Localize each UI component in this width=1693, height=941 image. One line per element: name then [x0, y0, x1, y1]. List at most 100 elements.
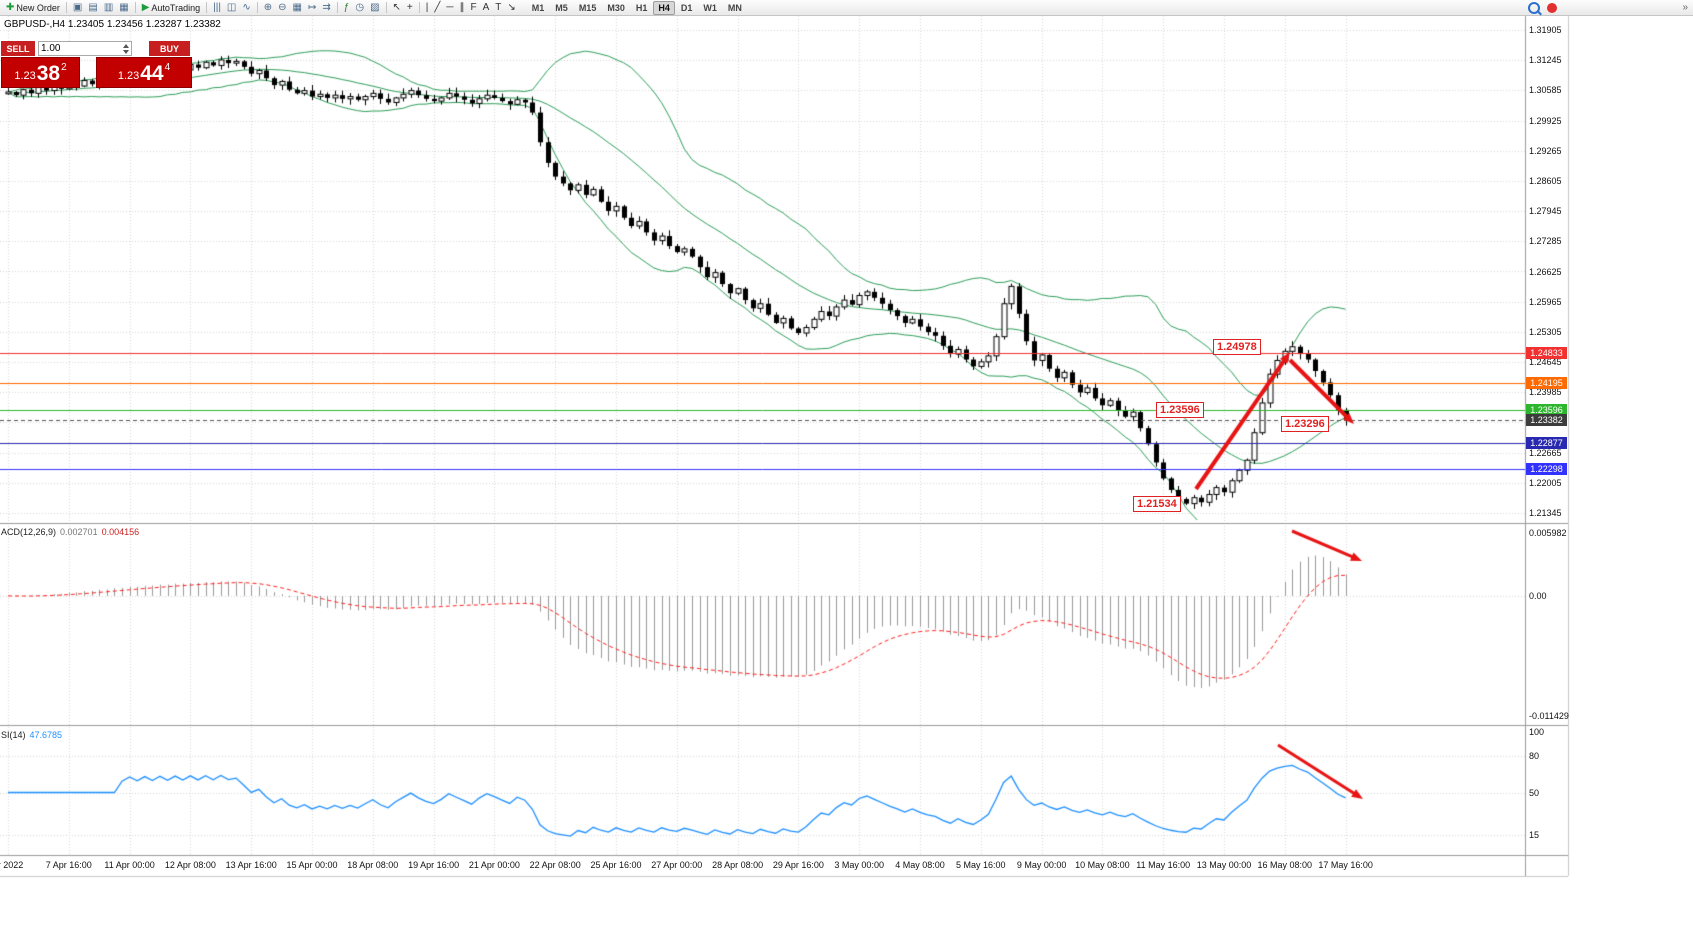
volume-input[interactable]: 1.00 [38, 41, 132, 56]
vertical-line-icon[interactable]: | [423, 1, 432, 15]
line-chart-icon[interactable]: ∿ [239, 1, 253, 15]
sell-price-small: 1.23 [14, 70, 36, 82]
macd-name: ACD(12,26,9) [1, 527, 57, 537]
timeframe-m1-button[interactable]: M1 [531, 2, 545, 13]
price-axis-label: 1.29265 [1529, 145, 1562, 156]
price-axis-label: 1.22665 [1529, 447, 1562, 458]
text-icon[interactable]: A [480, 1, 493, 15]
new-order-button[interactable]: ✚ New Order [3, 1, 63, 15]
current-price-tag: 1.23382 [1526, 413, 1567, 426]
price-callout[interactable]: 1.23296 [1281, 415, 1329, 432]
price-callout[interactable]: 1.21534 [1133, 496, 1181, 513]
crosshair-icon[interactable]: + [404, 1, 416, 15]
time-axis-label: 25 Apr 16:00 [590, 860, 642, 870]
text-icon: A [482, 1, 490, 13]
auto-scroll-icon[interactable]: ↦ [305, 1, 319, 15]
timeframe-m30-button[interactable]: M30 [607, 2, 625, 13]
price-axis-label: 1.25965 [1529, 296, 1562, 307]
price-callout[interactable]: 1.24978 [1213, 338, 1261, 355]
time-axis-label: 5 May 16:00 [956, 860, 1006, 870]
navigator-icon: ▦ [119, 1, 129, 13]
autotrading-button[interactable]: ▶ AutoTrading [139, 1, 203, 15]
toolbar-separator [134, 2, 136, 13]
price-axis-label: 1.31905 [1529, 25, 1562, 35]
timeframe-w1-button[interactable]: W1 [703, 2, 717, 13]
templates-icon[interactable]: ▨ [367, 1, 382, 15]
search-icon[interactable] [1528, 1, 1541, 14]
notification-badge[interactable] [1547, 2, 1558, 13]
trade-panel-header: SELL 1.00 BUY [1, 41, 193, 56]
time-axis-label: 11 Apr 00:00 [104, 860, 155, 870]
price-axis-label: 1.30585 [1529, 85, 1562, 96]
price-axis-label: 1.31245 [1529, 55, 1562, 66]
time-axis-label: 16 May 08:00 [1257, 860, 1313, 870]
price-callout[interactable]: 1.23596 [1156, 402, 1204, 419]
price-axis-label: 1.27285 [1529, 236, 1562, 247]
autotrading-button-label: AutoTrading [151, 2, 201, 13]
cursor-icon: ↖ [392, 1, 401, 13]
sell-button[interactable]: 1.23 38 2 [1, 57, 80, 88]
tile-windows-icon[interactable]: ▦ [290, 1, 305, 15]
buy-button[interactable]: 1.23 44 4 [96, 57, 192, 88]
candlestick-chart-icon[interactable]: ◫ [224, 1, 239, 15]
timeframe-h4-button[interactable]: H4 [653, 0, 675, 15]
timeframe-mn-button[interactable]: MN [727, 2, 742, 13]
line-chart-icon: ∿ [242, 1, 251, 13]
time-axis-label: pr 2022 [0, 860, 24, 870]
autotrading-icon: ▶ [141, 1, 150, 13]
time-axis-label: 22 Apr 08:00 [529, 860, 581, 870]
label-icon: T [495, 1, 502, 13]
horizontal-line-icon[interactable]: ─ [443, 1, 456, 15]
chart-windows-icon[interactable]: ▣ [70, 1, 85, 15]
rsi-name: SI(14) [1, 730, 26, 740]
sell-tab-label[interactable]: SELL [1, 41, 35, 56]
data-window-icon: ▥ [103, 1, 114, 13]
buy-tab-label[interactable]: BUY [149, 41, 190, 56]
timeframe-d1-button[interactable]: D1 [680, 2, 693, 13]
add-indicator-icon[interactable]: ƒ [341, 1, 353, 15]
bar-chart-icon: ||| [213, 1, 221, 13]
add-indicator-icon: ƒ [343, 1, 350, 13]
zoom-out-icon[interactable]: ⊖ [275, 1, 289, 15]
tile-windows-icon: ▦ [292, 1, 302, 13]
time-axis-label: 4 May 08:00 [895, 860, 945, 870]
time-axis-label: 27 Apr 00:00 [651, 860, 703, 870]
equidistant-channel-icon[interactable]: ∥ [457, 1, 468, 15]
toolbar-right: » [1528, 1, 1690, 14]
time-axis-label: 28 Apr 08:00 [712, 860, 764, 870]
time-axis-label: 10 May 08:00 [1075, 860, 1130, 870]
time-axis-label: 17 May 16:00 [1318, 860, 1373, 870]
arrow-object-icon: ↘ [507, 1, 516, 13]
volume-down-icon[interactable] [123, 49, 129, 54]
toolbar-overflow-icon[interactable]: » [1682, 2, 1688, 13]
trendline-icon[interactable]: ╱ [431, 1, 443, 15]
rsi-value: 47.6785 [29, 730, 63, 740]
bar-chart-icon[interactable]: ||| [210, 1, 224, 15]
timeframe-m15-button[interactable]: M15 [578, 2, 597, 13]
data-window-icon[interactable]: ▥ [101, 1, 116, 15]
volume-value[interactable]: 1.00 [41, 43, 61, 54]
arrow-object-icon[interactable]: ↘ [504, 1, 518, 15]
time-axis-label: 15 Apr 00:00 [286, 860, 338, 870]
buy-price-small: 1.23 [117, 70, 140, 82]
fibonacci-icon[interactable]: F [468, 1, 480, 15]
period-icon[interactable]: ◷ [352, 1, 367, 15]
cursor-icon[interactable]: ↖ [390, 1, 404, 15]
equidistant-channel-icon: ∥ [459, 1, 465, 13]
toolbar-buttons: ✚ New Order ▣ ▤ ▥ ▦ ▶ AutoTrading ||| ◫ ∿ ⊕ ⊖ ▦ ↦ ⇉ ƒ ◷ ▨ ↖… [3, 0, 747, 16]
toolbar-separator [418, 2, 420, 13]
chart-shift-icon[interactable]: ⇉ [319, 1, 333, 15]
volume-up-icon[interactable] [123, 43, 129, 48]
toolbar: ✚ New Order ▣ ▤ ▥ ▦ ▶ AutoTrading ||| ◫ ∿ ⊕ ⊖ ▦ ↦ ⇉ ƒ ◷ ▨ ↖… [0, 0, 1693, 16]
zoom-in-icon: ⊕ [263, 1, 273, 13]
zoom-in-icon[interactable]: ⊕ [261, 1, 275, 15]
market-watch-icon[interactable]: ▤ [85, 1, 100, 15]
timeframe-h1-button[interactable]: H1 [635, 2, 648, 13]
volume-stepper[interactable] [123, 43, 129, 54]
navigator-icon[interactable]: ▦ [116, 1, 131, 15]
templates-icon: ▨ [370, 1, 380, 13]
timeframe-m5-button[interactable]: M5 [555, 2, 568, 13]
label-icon[interactable]: T [492, 1, 504, 15]
